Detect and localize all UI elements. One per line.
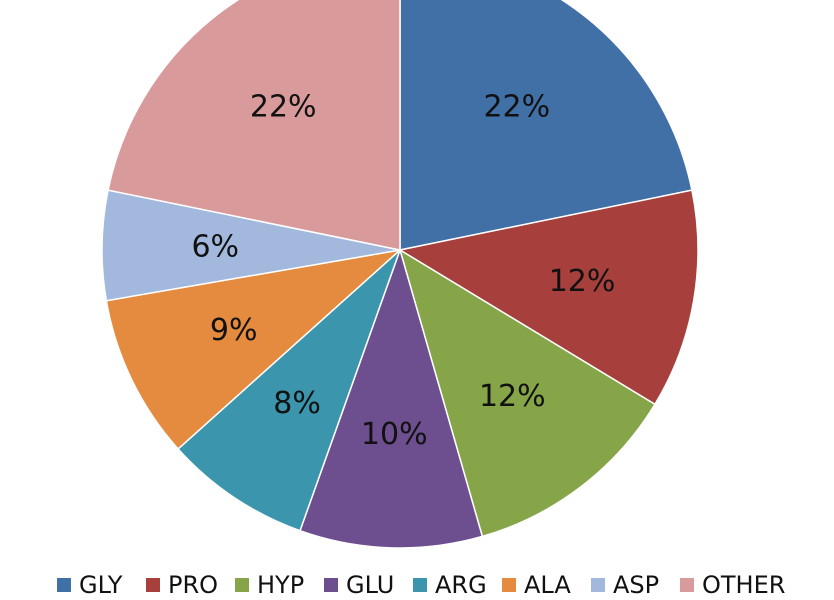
- legend-item-pro: PRO: [146, 571, 218, 599]
- pie-slice-pro: [397, 189, 699, 406]
- pie-slice-gly: [399, 0, 693, 251]
- pie-slice-ala: [105, 248, 403, 451]
- data-label-arg: 8%: [273, 386, 321, 421]
- legend-swatch-glu: [324, 578, 338, 592]
- legend-item-ala: ALA: [502, 571, 571, 599]
- legend-label-gly: GLY: [79, 571, 123, 599]
- data-label-gly: 22%: [483, 89, 550, 124]
- legend-label-pro: PRO: [168, 571, 218, 599]
- pie-slice-other: [107, 0, 401, 251]
- legend-swatch-ala: [502, 578, 516, 592]
- legend-swatch-hyp: [235, 578, 249, 592]
- legend-label-hyp: HYP: [257, 571, 304, 599]
- data-label-hyp: 12%: [479, 379, 546, 414]
- legend-item-asp: ASP: [591, 571, 659, 599]
- legend-item-arg: ARG: [413, 571, 487, 599]
- legend-label-arg: ARG: [435, 571, 487, 599]
- legend-swatch-other: [680, 578, 694, 592]
- legend-label-other: OTHER: [702, 571, 785, 599]
- pie-slice-arg: [177, 249, 401, 532]
- legend-label-ala: ALA: [524, 571, 571, 599]
- data-label-pro: 12%: [549, 264, 616, 299]
- pie-slice-glu: [299, 247, 484, 549]
- pie-slice-hyp: [398, 248, 656, 538]
- legend-label-asp: ASP: [613, 571, 659, 599]
- legend-swatch-arg: [413, 578, 427, 592]
- data-labels-group: 22% 12% 12% 10% 8% 9% 6% 22%: [191, 89, 615, 452]
- legend-item-glu: GLU: [324, 571, 394, 599]
- legend-swatch-gly: [57, 578, 71, 592]
- legend-item-gly: GLY: [57, 571, 123, 599]
- data-label-other: 22%: [250, 89, 317, 124]
- legend-swatch-asp: [591, 578, 605, 592]
- legend-item-other: OTHER: [680, 571, 785, 599]
- data-label-ala: 9%: [210, 313, 258, 348]
- data-label-glu: 10%: [361, 417, 428, 452]
- legend-label-glu: GLU: [346, 571, 394, 599]
- legend-item-hyp: HYP: [235, 571, 304, 599]
- data-label-asp: 6%: [191, 230, 239, 265]
- slices-group: [101, 0, 699, 549]
- legend-swatch-pro: [146, 578, 160, 592]
- legend: GLY PRO HYP GLU ARG ALA ASP OTHER: [57, 571, 785, 599]
